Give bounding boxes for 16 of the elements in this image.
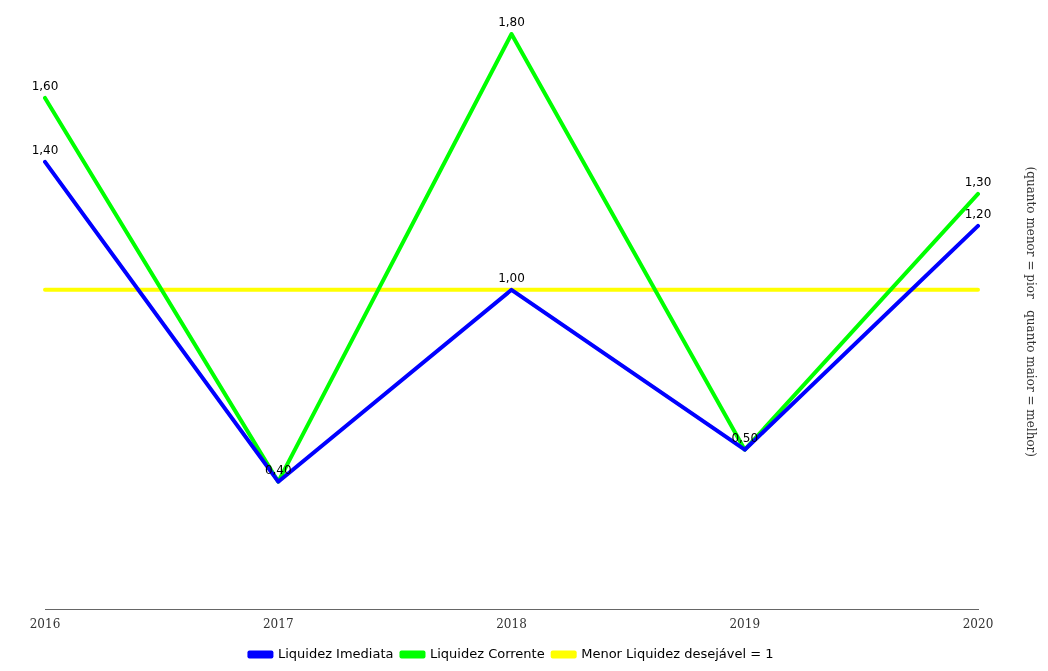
data-label: 0,40: [264, 462, 292, 477]
x-tick-label: 2016: [29, 616, 61, 631]
data-label: 1,80: [498, 15, 525, 30]
x-tick-label: 2020: [962, 616, 994, 631]
x-tick-label: 2019: [729, 616, 761, 631]
data-label: 1,30: [964, 175, 992, 190]
data-label: 1,00: [498, 270, 525, 285]
legend-label: Liquidez Imediata: [277, 645, 394, 661]
legend-label: Menor Liquidez desejável = 1: [581, 645, 774, 661]
data-label: 1,40: [31, 143, 59, 158]
x-tick-label: 2017: [262, 616, 294, 631]
legend-label: Liquidez Corrente: [429, 645, 545, 661]
data-label: 1,60: [31, 79, 59, 94]
y2-axis-title: (quanto menor = pior quanto maior = melhor): [1023, 166, 1038, 458]
data-label: 1,20: [964, 206, 992, 221]
x-tick-label: 2018: [496, 616, 527, 631]
